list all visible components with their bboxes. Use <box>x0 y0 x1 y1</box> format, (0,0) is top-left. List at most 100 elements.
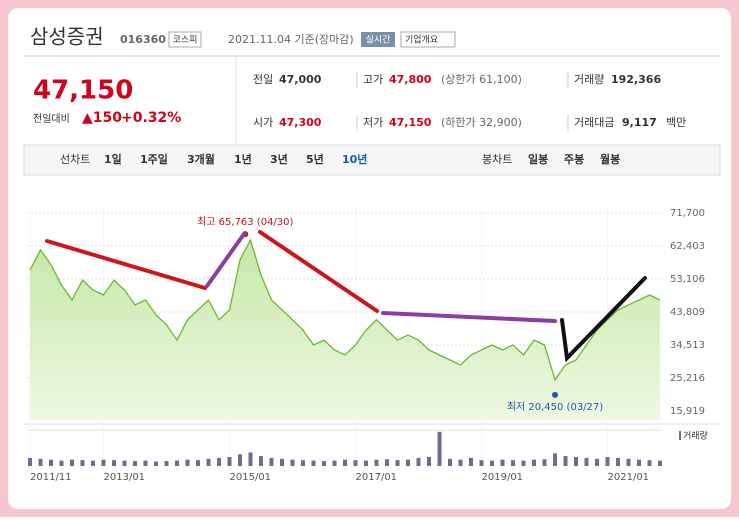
legend-swatch <box>679 431 681 440</box>
stat-note: (하한가 32,900) <box>441 115 522 129</box>
trend-line <box>45 239 207 290</box>
volume-bar <box>490 460 494 466</box>
tab[interactable]: 1주일 <box>140 152 168 166</box>
tabs: 선차트 1일 1주일 3개월 1년 3년 5년 10년 봉차트 일봉 주봉 월봉 <box>60 152 620 166</box>
volume-bar <box>542 459 547 466</box>
price-line <box>29 238 661 382</box>
volume-bar <box>479 460 484 466</box>
y-tick-label: 25,216 <box>670 373 705 384</box>
volume-bar <box>563 456 568 466</box>
y-tick-label: 53,106 <box>670 274 705 285</box>
volume-bar <box>385 459 389 466</box>
stat-value: 47,800 <box>389 73 432 86</box>
tab[interactable]: 일봉 <box>528 152 548 166</box>
trend-lines <box>45 230 647 363</box>
annotation: 최저 20,450 (03/27) <box>507 401 603 413</box>
volume-bar <box>532 459 536 466</box>
market: 코스피 <box>173 35 198 46</box>
x-tick-label: 2013/01 <box>104 472 146 483</box>
volume-bar <box>364 460 368 466</box>
x-tick-label: 2015/01 <box>230 472 272 483</box>
volume-bar <box>59 460 64 466</box>
volume-bar <box>227 457 232 466</box>
trend-line <box>258 230 379 313</box>
x-tick-label: 2021/01 <box>608 472 650 483</box>
volume-bar <box>637 459 641 466</box>
volume-bar <box>269 457 274 466</box>
volume-bar <box>658 460 662 466</box>
volume-bar <box>101 459 106 466</box>
current-price: 47,150 <box>33 76 133 106</box>
annotation: 최고 65,763 (04/30) <box>197 216 293 228</box>
volume-bar <box>290 459 295 466</box>
annotation-dot <box>552 391 558 398</box>
stat-label: 고가 <box>363 73 383 86</box>
tab[interactable]: 1일 <box>104 152 122 166</box>
tab[interactable]: 10년 <box>342 152 367 166</box>
stat-note: (상한가 61,100) <box>441 73 522 86</box>
volume-bar <box>416 457 421 466</box>
volume-bar <box>574 457 578 466</box>
volume-bar <box>248 452 253 466</box>
volume-bar <box>301 460 305 466</box>
tab[interactable]: 1년 <box>234 152 252 166</box>
volume-bar <box>164 461 169 466</box>
y-tick-label: 62,403 <box>670 241 705 252</box>
stat-label: 시가 <box>253 116 273 129</box>
tab[interactable]: 5년 <box>306 152 324 166</box>
volume-bar <box>80 460 85 466</box>
company-info[interactable]: 기업개요 <box>405 35 438 46</box>
info-button[interactable] <box>400 31 456 48</box>
volume-bar <box>280 458 284 466</box>
volume-bar <box>143 460 148 466</box>
volume-bar <box>469 457 473 466</box>
stock-code: 016360 <box>120 33 166 46</box>
tab[interactable]: 3개월 <box>187 152 215 166</box>
volume-bar <box>185 459 190 466</box>
volume-bar <box>175 460 179 466</box>
stock-name: 삼성증권 <box>30 25 104 49</box>
volume-bar <box>154 461 158 466</box>
tab[interactable]: 월봉 <box>600 152 620 166</box>
volume-bar <box>437 431 442 466</box>
market-badge <box>168 31 202 48</box>
volume-bar <box>521 460 526 466</box>
trend-line <box>381 311 557 323</box>
volume-bar <box>38 458 43 466</box>
volume-bar <box>353 460 358 466</box>
stat-label: 전일 <box>253 72 273 86</box>
tab[interactable]: 주봉 <box>564 153 584 166</box>
volume-bar <box>259 456 263 466</box>
volume-bar <box>395 460 400 466</box>
x-tick-label: 2011/11 <box>30 472 72 483</box>
volume-bar <box>133 461 137 466</box>
stat-value: 47,150 <box>389 116 432 129</box>
tab-bar <box>23 144 721 176</box>
trend-line <box>560 276 647 363</box>
tab[interactable]: 3년 <box>270 152 288 166</box>
stats: 전일 47,000 고가 47,800 (상한가 61,100) 거래량 192,366 시가… <box>253 72 686 131</box>
volume-bar <box>196 460 200 466</box>
volume-bar <box>238 454 242 466</box>
volume-bar <box>448 458 452 466</box>
realtime[interactable]: 실시간 <box>366 35 391 46</box>
change: ▲150 <box>82 110 122 126</box>
y-tick-label: 15,919 <box>670 406 705 417</box>
tab-label: 선차트 <box>60 153 90 166</box>
stat-unit: 백만 <box>666 116 686 129</box>
volume-bar <box>427 457 431 466</box>
volume-bar <box>553 453 557 466</box>
realtime-button[interactable] <box>361 32 395 47</box>
volume-bar <box>647 460 652 466</box>
volume-bar <box>616 457 620 466</box>
volume-bar <box>122 460 127 466</box>
volume-bar <box>112 460 116 466</box>
volume-bar <box>584 457 589 466</box>
y-tick-label: 43,809 <box>670 307 705 318</box>
stat-label: 저가 <box>363 116 383 129</box>
date: 2021.11.04 기준(장마감) <box>228 33 354 46</box>
x-tick-label: 2019/01 <box>482 472 524 483</box>
volume-bar <box>322 461 326 466</box>
